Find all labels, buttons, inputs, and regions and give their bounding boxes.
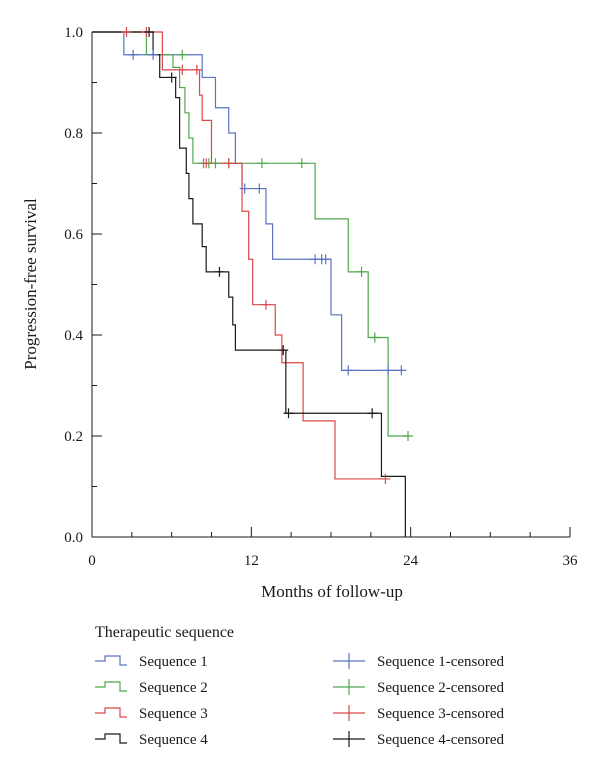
series-3-censor-mark [223, 158, 234, 169]
series-1-censor-mark [254, 183, 265, 194]
legend-label: Sequence 2-censored [377, 680, 505, 696]
legend-entry: Sequence 3-censored [333, 705, 505, 722]
series-4-censor-mark [367, 408, 378, 419]
legend-entry: Sequence 2-censored [333, 679, 505, 696]
legend-censor-swatch [333, 679, 365, 695]
series-1-censor-mark [396, 365, 407, 376]
x-axis-label: Months of follow-up [261, 582, 403, 601]
series-2-censor-mark [256, 158, 267, 169]
x-tick-label: 36 [563, 553, 579, 569]
series-4-curve [92, 31, 406, 537]
series-3-censor-mark [177, 64, 188, 75]
legend-entry: Sequence 1-censored [333, 653, 505, 670]
y-tick-label: 0.0 [64, 530, 83, 546]
legend-label: Sequence 2 [139, 680, 208, 696]
y-tick-label: 0.4 [64, 328, 83, 344]
legend-entry: Sequence 4 [95, 732, 208, 748]
series-2-censor-mark [177, 49, 188, 60]
legend-entry: Sequence 3 [95, 706, 208, 722]
series-1-censor-mark [343, 365, 354, 376]
y-axis-label: Progression-free survival [21, 198, 40, 370]
x-tick-label: 12 [244, 553, 259, 569]
series-3-censor-mark [121, 27, 132, 37]
y-tick-label: 0.6 [64, 227, 83, 243]
x-tick-label: 24 [403, 553, 419, 569]
legend: Therapeutic sequence Sequence 1Sequence … [95, 624, 505, 748]
series-4-censor-mark [278, 345, 289, 356]
series-4-censor-mark [214, 266, 225, 277]
legend-censor-swatch [333, 653, 365, 669]
y-tick-label: 1.0 [64, 25, 83, 41]
series-1-censor-mark [148, 49, 159, 60]
series-2-curve [92, 31, 409, 437]
series-2-censor-mark [356, 266, 367, 277]
series-3-censor-mark [260, 299, 271, 310]
censor-marks [121, 27, 414, 484]
legend-line-swatch [95, 733, 127, 744]
series-1-curve [92, 31, 402, 371]
series-3-curve [92, 31, 386, 480]
legend-entry: Sequence 1 [95, 654, 208, 670]
series-2-censor-mark [210, 158, 221, 169]
series-2-censor-mark [296, 158, 307, 169]
legend-label: Sequence 3 [139, 706, 208, 722]
legend-entry: Sequence 4-censored [333, 731, 505, 748]
y-tick-label: 0.2 [64, 429, 83, 445]
legend-label: Sequence 4 [139, 732, 208, 748]
legend-censor-swatch [333, 705, 365, 721]
survival-curves [92, 31, 409, 537]
axes: 0 12 24 36 0.0 0.2 0.4 0.6 0.8 1.0 [64, 25, 578, 569]
series-1-censor-mark [383, 365, 394, 376]
series-4-censor-mark [283, 408, 294, 419]
legend-censor-swatch [333, 731, 365, 747]
series-3-censor-mark [191, 64, 202, 75]
x-tick-label: 0 [88, 553, 96, 569]
legend-label: Sequence 3-censored [377, 706, 505, 722]
legend-line-swatch [95, 707, 127, 718]
series-4-censor-mark [166, 72, 177, 83]
legend-label: Sequence 1-censored [377, 654, 505, 670]
series-1-censor-mark [320, 254, 331, 265]
legend-entry: Sequence 2 [95, 680, 208, 696]
y-tick-label: 0.8 [64, 126, 83, 142]
series-3-censor-mark [201, 158, 212, 169]
legend-line-swatch [95, 655, 127, 666]
series-4-censor-mark [144, 27, 155, 37]
series-2-censor-mark [369, 332, 380, 343]
series-3-censor-mark [380, 473, 391, 484]
legend-label: Sequence 4-censored [377, 732, 505, 748]
legend-line-swatch [95, 681, 127, 692]
legend-title: Therapeutic sequence [95, 624, 234, 641]
series-2-censor-mark [403, 431, 414, 441]
series-1-censor-mark [128, 49, 139, 60]
series-1-censor-mark [239, 183, 250, 194]
legend-entries: Sequence 1 Sequence 2 Sequence 3 Sequence 4… [95, 653, 505, 748]
legend-label: Sequence 1 [139, 654, 208, 670]
